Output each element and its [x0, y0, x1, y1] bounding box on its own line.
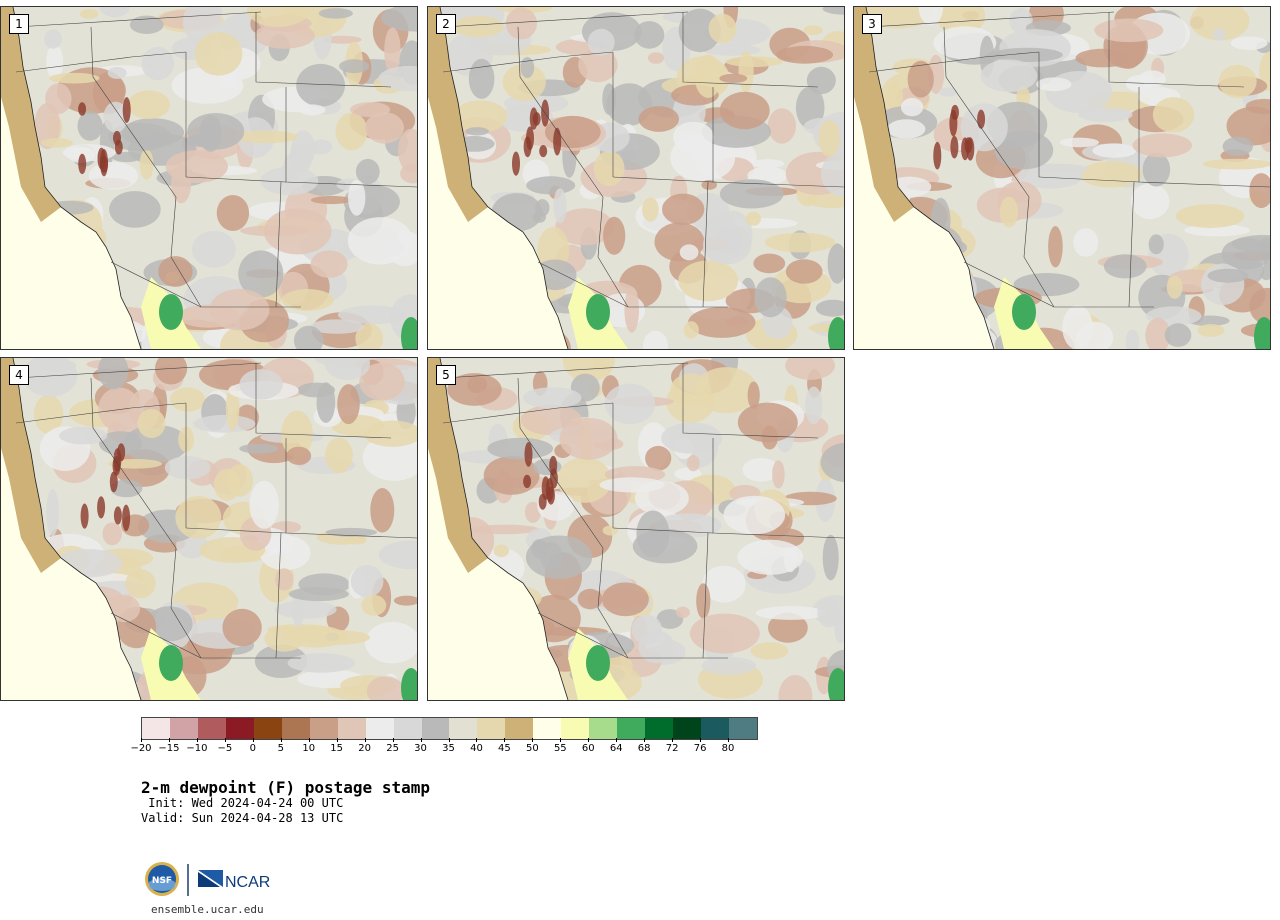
ensemble-member-map-5: 5	[427, 357, 845, 701]
colorbar-tick-label: 15	[330, 743, 344, 754]
dewpoint-map-5	[428, 358, 844, 700]
colorbar-tick-label: 5	[277, 743, 284, 754]
colorbar-tick	[616, 738, 618, 742]
colorbar-swatch	[393, 718, 422, 739]
chart-title: 2-m dewpoint (F) postage stamp	[141, 778, 430, 797]
colorbar-tick	[532, 738, 534, 742]
colorbar-tick-label: −5	[217, 743, 233, 754]
member-number-1: 1	[9, 14, 29, 34]
colorbar-swatch	[533, 718, 562, 739]
ncar-logo-text: NCAR	[225, 874, 270, 891]
member-number-3: 3	[862, 14, 882, 34]
ensemble-member-map-4: 4	[0, 357, 418, 701]
colorbar-swatch	[309, 718, 338, 739]
colorbar-tick-label: 72	[665, 743, 679, 754]
colorbar-tick	[308, 738, 310, 742]
ensemble-member-map-1: 1	[0, 6, 418, 350]
colorbar-swatch	[169, 718, 198, 739]
ensemble-member-map-2: 2	[427, 6, 845, 350]
colorbar-swatch	[729, 718, 757, 739]
colorbar-tick	[672, 738, 674, 742]
dewpoint-map-3	[854, 7, 1270, 349]
colorbar-tick	[280, 738, 282, 742]
dewpoint-colorbar	[141, 717, 758, 740]
colorbar-tick	[224, 738, 226, 742]
ncar-logo-icon: NCAR	[198, 870, 270, 891]
colorbar-tick	[588, 738, 590, 742]
colorbar-tick-label: −10	[186, 743, 208, 754]
dewpoint-map-2	[428, 7, 844, 349]
colorbar-swatch	[449, 718, 478, 739]
nsf-logo-text: NSF	[152, 876, 172, 886]
colorbar-tick	[392, 738, 394, 742]
colorbar-swatch	[589, 718, 618, 739]
colorbar-swatch	[673, 718, 702, 739]
dewpoint-map-1	[1, 7, 417, 349]
colorbar-swatch	[225, 718, 254, 739]
colorbar-tick	[364, 738, 366, 742]
nsf-logo-icon: NSF	[145, 862, 179, 896]
colorbar-swatch	[142, 718, 170, 739]
colorbar-swatch	[561, 718, 590, 739]
member-number-4: 4	[9, 365, 29, 385]
colorbar-tick	[420, 738, 422, 742]
colorbar-tick-label: 60	[581, 743, 595, 754]
colorbar-tick-label: 45	[498, 743, 511, 754]
colorbar-swatch	[197, 718, 226, 739]
colorbar-tick-label: 0	[249, 743, 256, 754]
colorbar-tick	[700, 738, 702, 742]
colorbar-tick-label: 35	[442, 743, 455, 754]
valid-time: Valid: Sun 2024-04-28 13 UTC	[141, 811, 344, 825]
colorbar-tick	[168, 738, 170, 742]
init-time: Init: Wed 2024-04-24 00 UTC	[141, 796, 344, 810]
colorbar-swatch	[421, 718, 450, 739]
colorbar-tick	[448, 738, 450, 742]
colorbar-tick	[252, 738, 254, 742]
colorbar-swatch	[281, 718, 310, 739]
colorbar-tick-label: 55	[553, 743, 567, 754]
colorbar-tick-labels: −20 −15 −10 −5 0 5 10 15 20 25 30 35 40 45 50 55 60 64 68 7…	[130, 738, 756, 762]
colorbar-tick-label: −20	[130, 743, 152, 754]
colorbar-swatch	[645, 718, 674, 739]
colorbar-tick-label: 30	[414, 743, 427, 754]
colorbar-tick-label: 64	[609, 743, 623, 754]
colorbar-tick	[728, 738, 730, 742]
colorbar-swatch	[365, 718, 394, 739]
colorbar-tick-label: 25	[386, 743, 399, 754]
footer-url: ensemble.ucar.edu	[151, 903, 264, 916]
colorbar-tick	[644, 738, 646, 742]
colorbar-tick-label: −15	[158, 743, 180, 754]
colorbar-swatch	[253, 718, 282, 739]
colorbar-tick	[196, 738, 198, 742]
colorbar-swatch	[505, 718, 534, 739]
colorbar-tick-label: 10	[302, 743, 316, 754]
colorbar-swatch	[617, 718, 646, 739]
colorbar-tick-label: 40	[470, 743, 483, 754]
colorbar-tick-label: 80	[721, 743, 735, 754]
colorbar-tick	[504, 738, 506, 742]
colorbar-tick-label: 68	[637, 743, 651, 754]
colorbar-swatch	[337, 718, 366, 739]
colorbar-tick	[336, 738, 338, 742]
colorbar-tick	[560, 738, 562, 742]
colorbar-tick	[476, 738, 478, 742]
member-number-5: 5	[436, 365, 456, 385]
colorbar-tick	[141, 738, 142, 742]
colorbar-swatch	[701, 718, 730, 739]
logos: NSF NCAR	[145, 862, 270, 896]
member-number-2: 2	[436, 14, 456, 34]
colorbar-swatch	[477, 718, 506, 739]
ensemble-member-map-3: 3	[853, 6, 1271, 350]
dewpoint-map-4	[1, 358, 417, 700]
colorbar-tick-label: 76	[693, 743, 707, 754]
colorbar-tick-label: 50	[525, 743, 539, 754]
colorbar-tick-label: 20	[358, 743, 371, 754]
